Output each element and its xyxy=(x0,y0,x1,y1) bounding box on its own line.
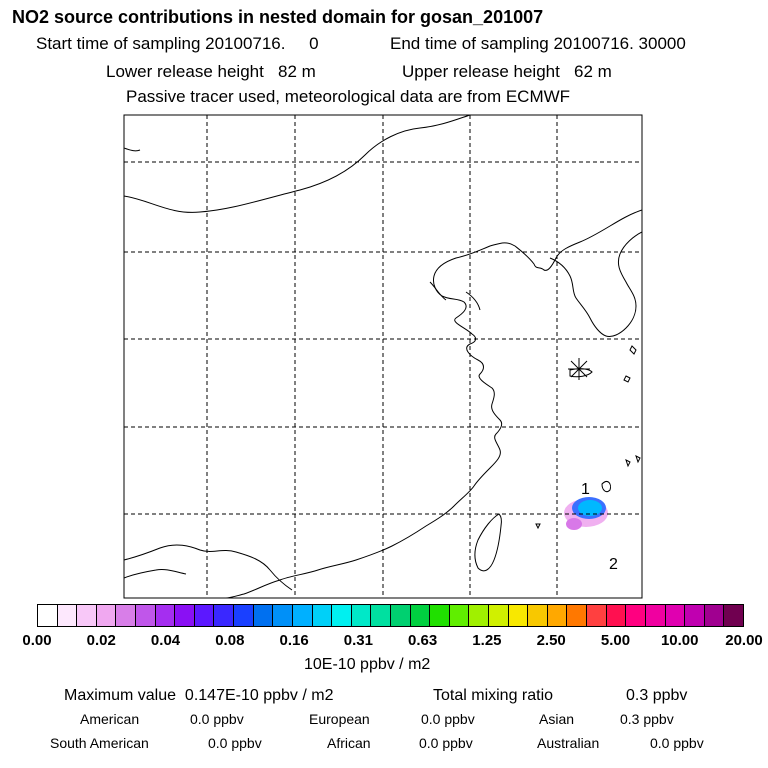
colorbar-swatch xyxy=(292,605,313,626)
region-name-south-american: South American xyxy=(50,735,149,751)
start-time-label: Start time of sampling 20100716. 0 xyxy=(36,34,319,53)
region-value-african: 0.0 ppbv xyxy=(419,735,473,751)
colorbar-tick-label: 0.16 xyxy=(279,632,309,649)
marker-label-1: 1 xyxy=(581,481,590,498)
colorbar-swatch xyxy=(645,605,666,626)
lower-release-height: Lower release height 82 m xyxy=(106,62,316,81)
marker-label-2: 2 xyxy=(609,556,618,573)
colorbar-swatch xyxy=(606,605,627,626)
colorbar-tick-label: 0.04 xyxy=(150,632,181,649)
lat-lon-grid xyxy=(124,115,642,598)
map-frame xyxy=(123,114,643,599)
colorbar-swatch xyxy=(96,605,117,626)
colorbar-swatch xyxy=(430,605,450,626)
colorbar-tick-label: 0.02 xyxy=(86,632,116,649)
region-value-south-american: 0.0 ppbv xyxy=(208,735,262,751)
plume-tail xyxy=(566,518,582,530)
region-value-american: 0.0 ppbv xyxy=(190,711,244,727)
colorbar-swatch xyxy=(704,605,725,626)
colorbar-swatch xyxy=(214,605,235,626)
colorbar-swatch xyxy=(234,605,254,626)
colorbar-tick-label: 0.00 xyxy=(22,632,52,649)
colorbar-swatch xyxy=(136,605,156,626)
coastlines xyxy=(124,115,642,598)
region-value-australian: 0.0 ppbv xyxy=(650,735,704,751)
colorbar-swatch xyxy=(665,605,686,626)
colorbar-tick-label: 0.08 xyxy=(215,632,245,649)
upper-release-height: Upper release height 62 m xyxy=(402,62,612,81)
colorbar-swatch xyxy=(469,605,490,626)
colorbar-swatch xyxy=(194,605,215,626)
colorbar-swatch xyxy=(528,605,548,626)
colorbar-swatch xyxy=(253,605,274,626)
colorbar-swatch xyxy=(312,605,333,626)
end-time-label: End time of sampling 20100716. 30000 xyxy=(390,34,686,53)
colorbar-tick-label: 0.31 xyxy=(343,632,373,649)
plume-cluster xyxy=(564,497,608,530)
colorbar-swatch xyxy=(116,605,137,626)
colorbar-swatch xyxy=(155,605,176,626)
colorbar-tick-label: 5.00 xyxy=(600,632,631,649)
colorbar-unit: 10E-10 ppbv / m2 xyxy=(304,656,431,673)
colorbar-swatch xyxy=(685,605,705,626)
colorbar-swatch xyxy=(332,605,352,626)
colorbar xyxy=(37,604,744,627)
maximum-value: Maximum value 0.147E-10 ppbv / m2 xyxy=(64,687,334,704)
colorbar-tick-label: 2.50 xyxy=(536,632,566,649)
plot-title: NO2 source contributions in nested domai… xyxy=(12,7,544,27)
colorbar-swatch xyxy=(449,605,470,626)
colorbar-swatch xyxy=(410,605,431,626)
colorbar-swatch xyxy=(38,605,58,626)
total-mixing-value: 0.3 ppbv xyxy=(626,687,688,704)
region-name-australian: Australian xyxy=(537,735,600,751)
colorbar-tick-label: 20.00 xyxy=(725,632,763,649)
region-value-asian: 0.3 ppbv xyxy=(620,711,674,727)
region-name-european: European xyxy=(309,711,370,727)
colorbar-swatch xyxy=(371,605,391,626)
colorbar-swatch xyxy=(547,605,568,626)
region-name-asian: Asian xyxy=(539,711,575,727)
region-name-african: African xyxy=(327,735,371,751)
colorbar-swatch xyxy=(390,605,411,626)
colorbar-swatch xyxy=(273,605,293,626)
colorbar-swatch xyxy=(351,605,372,626)
plume-core xyxy=(578,500,602,516)
colorbar-swatch xyxy=(567,605,588,626)
total-mixing-label: Total mixing ratio xyxy=(433,687,554,704)
colorbar-swatch xyxy=(587,605,607,626)
colorbar-swatch xyxy=(175,605,195,626)
region-name-american: American xyxy=(80,711,140,727)
colorbar-tick-label: 1.25 xyxy=(472,632,502,649)
region-value-european: 0.0 ppbv xyxy=(421,711,475,727)
colorbar-tick-label: 0.63 xyxy=(408,632,438,649)
colorbar-swatch xyxy=(626,605,646,626)
tracer-note: Passive tracer used, meteorological data… xyxy=(126,87,571,106)
colorbar-swatch xyxy=(508,605,529,626)
receptor-star-icon xyxy=(568,358,590,380)
colorbar-tick-label: 10.00 xyxy=(660,632,699,649)
colorbar-swatch xyxy=(57,605,78,626)
colorbar-swatch xyxy=(489,605,509,626)
colorbar-swatch xyxy=(77,605,97,626)
colorbar-swatch xyxy=(724,605,743,626)
